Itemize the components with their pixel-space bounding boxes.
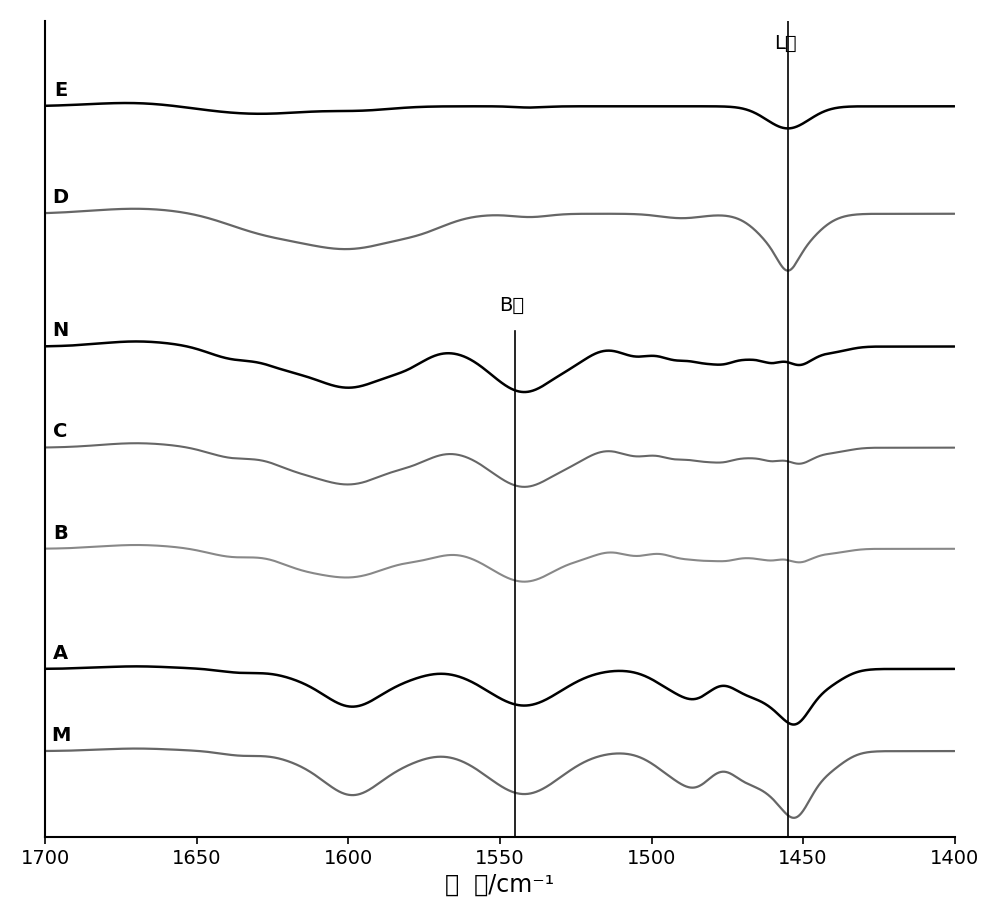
Text: N: N: [52, 321, 69, 341]
X-axis label: 波  数/cm⁻¹: 波 数/cm⁻¹: [445, 873, 555, 897]
Text: D: D: [53, 187, 69, 207]
Text: C: C: [53, 422, 68, 442]
Text: B: B: [53, 524, 68, 543]
Text: B酸: B酸: [499, 296, 524, 315]
Text: E: E: [54, 81, 67, 100]
Text: A: A: [53, 644, 68, 663]
Text: L酸: L酸: [774, 33, 797, 52]
Text: M: M: [51, 726, 70, 745]
